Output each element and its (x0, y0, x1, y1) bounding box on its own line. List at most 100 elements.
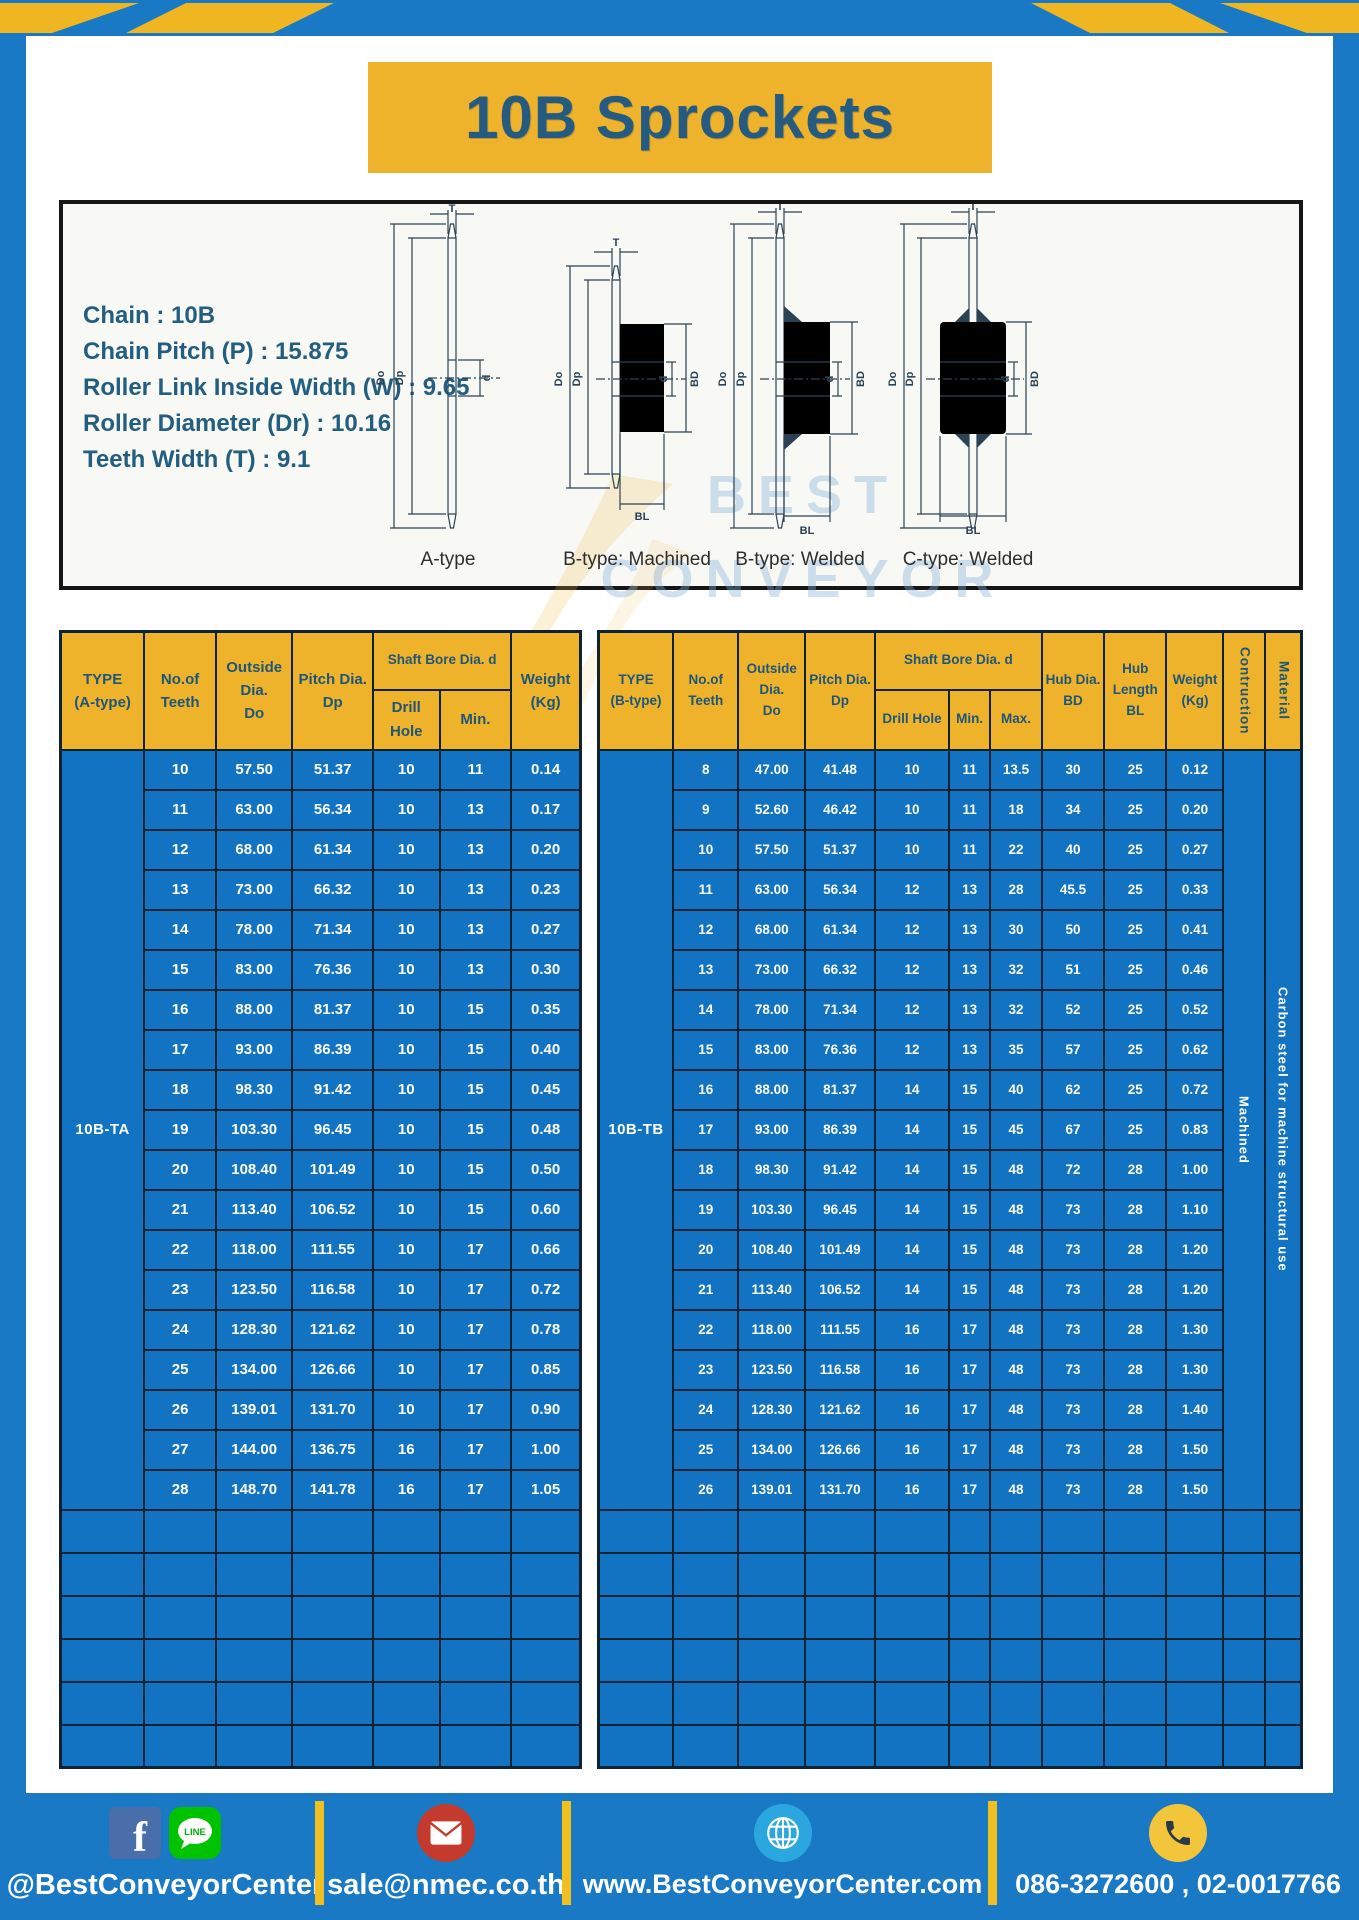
col-header-shaft-bore: Shaft Bore Dia. d (873, 630, 1044, 691)
table-cell: 10 (372, 828, 441, 871)
table-cell: 0.17 (510, 788, 582, 831)
table-cell (948, 1594, 992, 1640)
table-cell: 12 (873, 1028, 951, 1071)
table-cell: 111.55 (291, 1228, 374, 1271)
table-cell: 10 (372, 1308, 441, 1351)
table-cell: 21 (672, 1268, 740, 1311)
table-cell: 108.40 (737, 1228, 807, 1271)
table-cell: 1.30 (1165, 1348, 1225, 1391)
table-cell: 45.5 (1041, 868, 1105, 911)
table-cell: 57.50 (737, 828, 807, 871)
table-cell (1041, 1551, 1105, 1597)
svg-text:LINE: LINE (184, 1827, 206, 1838)
table-cell (372, 1551, 441, 1597)
table-cell: 91.42 (291, 1068, 374, 1111)
table-cell: 141.78 (291, 1468, 374, 1511)
diagram-b-type-welded: T Do Dp d BD BL (718, 204, 867, 537)
table-cell: 45 (989, 1108, 1044, 1151)
col-header-min: Min. (438, 688, 513, 751)
table-cell: 40 (1041, 828, 1105, 871)
col-header-weight: Weight (Kg) (1165, 630, 1225, 751)
table-cell (1165, 1551, 1225, 1597)
table-cell (873, 1551, 951, 1597)
table-cell (989, 1680, 1044, 1726)
table-cell: 11 (438, 748, 513, 791)
footer-email-label: sale@nmec.co.th (327, 1869, 565, 1901)
table-cell: 11 (948, 748, 992, 791)
mail-icon (417, 1804, 475, 1862)
table-cell: 12 (873, 988, 951, 1031)
table-cell: 19 (672, 1188, 740, 1231)
table-cell: 62 (1041, 1068, 1105, 1111)
table-cell (804, 1723, 876, 1769)
table-row: 10 57.50 51.37 10 11 22 40 25 0.27 (599, 828, 1302, 871)
table-cell: 17 (948, 1428, 992, 1471)
table-row: 16 88.00 81.37 14 15 40 62 25 0.72 (599, 1068, 1302, 1111)
table-cell: 22 (989, 828, 1044, 871)
empty-table-row (597, 1680, 1303, 1726)
col-header-type: TYPE (B-type) (597, 630, 675, 751)
hazard-stripe (1031, 3, 1229, 33)
title-banner: 10B Sprockets (368, 62, 992, 173)
table-cell: 73.00 (737, 948, 807, 991)
table-cell (291, 1551, 374, 1597)
empty-table-row (597, 1723, 1303, 1769)
table-cell (510, 1637, 582, 1683)
table-cell (672, 1594, 740, 1640)
footer-social-label: @BestConveyorCenter (6, 1869, 324, 1901)
table-cell (59, 1594, 146, 1640)
table-cell (1165, 1594, 1225, 1640)
table-cell: 50 (1041, 908, 1105, 951)
table-cell (438, 1680, 513, 1726)
table-cell: 17 (438, 1348, 513, 1391)
table-cell: 128.30 (214, 1308, 294, 1351)
table-cell: 81.37 (291, 988, 374, 1031)
table-cell (948, 1637, 992, 1683)
table-row: 11 63.00 56.34 12 13 28 45.5 25 0.33 (599, 868, 1302, 911)
table-cell (1165, 1637, 1225, 1683)
table-cell: 101.49 (291, 1148, 374, 1191)
table-cell: 25 (1102, 1068, 1168, 1111)
table-cell: 10 (372, 1268, 441, 1311)
table-cell: 52.60 (737, 788, 807, 831)
table-row: 25 134.00 126.66 10 17 0.85 (61, 1348, 582, 1391)
table-cell: 56.34 (291, 788, 374, 831)
table-cell: 10 (372, 1028, 441, 1071)
table-cell: 76.36 (291, 948, 374, 991)
dim-label-t: T (970, 204, 977, 213)
table-cell (1041, 1637, 1105, 1683)
table-cell: 17 (438, 1268, 513, 1311)
line-icon: LINE (169, 1807, 221, 1859)
table-cell (143, 1551, 217, 1597)
table-cell: 73 (1041, 1388, 1105, 1431)
table-cell (804, 1680, 876, 1726)
empty-table-row (59, 1594, 582, 1640)
table-cell: 47.00 (737, 748, 807, 791)
col-header-max: Max. (989, 688, 1044, 751)
table-cell: 0.20 (1165, 788, 1225, 831)
table-cell (214, 1723, 294, 1769)
table-cell: 12 (873, 868, 951, 911)
table-row: 15 83.00 76.36 10 13 0.30 (61, 948, 582, 991)
a-type-table: TYPE (A-type) No.of Teeth Outside Dia. D… (59, 630, 582, 1769)
table-cell: 14 (672, 988, 740, 1031)
table-cell: 13 (438, 948, 513, 991)
dim-label-bd: BD (855, 371, 867, 387)
table-cell (438, 1551, 513, 1597)
table-cell: 16 (873, 1308, 951, 1351)
table-cell (948, 1680, 992, 1726)
table-cell: 123.50 (214, 1268, 294, 1311)
dim-label-d: d (481, 375, 493, 382)
table-cell: 15 (438, 1108, 513, 1151)
empty-table-row (597, 1594, 1303, 1640)
table-row: 9 52.60 46.42 10 11 18 34 25 0.20 (599, 788, 1302, 831)
table-cell: 17 (143, 1028, 217, 1071)
diagram-c-type-welded: T Do Dp d BD BL (888, 204, 1041, 537)
table-row: 20 108.40 101.49 14 15 48 73 28 1.20 (599, 1228, 1302, 1271)
table-cell (143, 1680, 217, 1726)
table-cell (510, 1723, 582, 1769)
table-cell: 25 (1102, 908, 1168, 951)
table-cell (737, 1594, 807, 1640)
table-cell: 26 (672, 1468, 740, 1511)
table-cell: 52 (1041, 988, 1105, 1031)
